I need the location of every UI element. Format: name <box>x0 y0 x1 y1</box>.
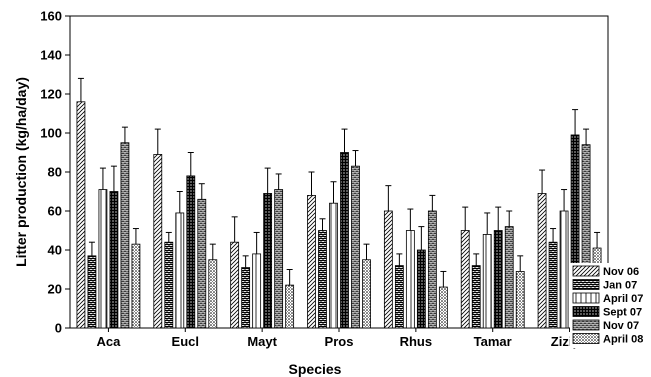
bar-aca-nov-07 <box>120 142 130 329</box>
legend-label: Nov 06 <box>603 266 639 278</box>
bar-rhus-jan-07 <box>394 265 404 329</box>
y-tick-label: 0 <box>55 321 62 336</box>
y-tick-label: 20 <box>48 282 62 297</box>
plot-area <box>69 15 609 329</box>
bar-rhus-april-07 <box>405 230 415 329</box>
bar-pros-april-07 <box>329 202 338 329</box>
bar-aca-april-08 <box>131 243 141 329</box>
legend-swatch <box>572 292 600 304</box>
bar-rhus-sept-07 <box>416 249 426 329</box>
x-tick-label: Tamar <box>474 334 512 349</box>
legend-label: Nov 07 <box>603 320 639 332</box>
y-axis: 0 20 40 60 80 100 120 140 160 <box>40 9 70 336</box>
legend-label: April 07 <box>603 293 643 305</box>
bar-pros-nov-06 <box>307 194 316 329</box>
y-tick-label: 40 <box>48 243 62 258</box>
legend-label: April 08 <box>603 334 643 346</box>
bar-tamar-nov-07 <box>504 226 514 329</box>
bar-ziziph-april-07 <box>559 210 569 329</box>
bar-eucl-april-07 <box>175 212 185 329</box>
legend-label: Sept 07 <box>603 307 642 319</box>
bar-pros-nov-07 <box>351 165 360 329</box>
bar-ziziph-jan-07 <box>548 241 558 329</box>
bar-rhus-nov-06 <box>383 210 393 329</box>
bar-eucl-sept-07 <box>186 175 196 329</box>
bar-tamar-nov-06 <box>460 230 470 329</box>
legend-swatch <box>572 265 600 277</box>
bar-mayt-sept-07 <box>263 193 273 329</box>
y-tick-label: 120 <box>40 87 62 102</box>
bar-eucl-jan-07 <box>164 241 174 329</box>
bar-pros-april-08 <box>362 259 371 329</box>
bar-tamar-april-08 <box>515 271 525 329</box>
legend-swatch <box>572 279 600 290</box>
bar-rhus-april-08 <box>438 286 448 329</box>
bar-tamar-jan-07 <box>471 265 481 329</box>
y-tick-label: 100 <box>40 126 62 141</box>
bar-mayt-april-08 <box>285 284 295 329</box>
bar-eucl-nov-06 <box>153 154 163 329</box>
legend-label: Jan 07 <box>603 280 637 292</box>
bar-eucl-nov-07 <box>197 198 207 329</box>
y-tick-label: 160 <box>40 9 62 24</box>
legend-swatch <box>572 319 600 331</box>
x-tick-label: Eucl <box>172 334 199 349</box>
y-tick-label: 80 <box>48 165 62 180</box>
legend-swatch <box>572 306 600 317</box>
bar-ziziph-nov-06 <box>537 193 547 329</box>
x-tick-label: Pros <box>325 334 354 349</box>
bar-aca-sept-07 <box>109 191 119 329</box>
error-bars-group <box>77 77 601 288</box>
y-tick-label: 140 <box>40 48 62 63</box>
bar-pros-jan-07 <box>318 230 327 329</box>
bar-aca-jan-07 <box>87 255 97 329</box>
x-axis: Aca Eucl Mayt Pros Rhus Tamar Ziziph <box>96 328 588 349</box>
bar-aca-april-07 <box>98 189 108 329</box>
y-tick-label: 60 <box>48 204 62 219</box>
bar-rhus-nov-07 <box>427 210 437 329</box>
legend-swatch <box>572 333 600 344</box>
bar-pros-sept-07 <box>340 152 349 329</box>
bar-mayt-april-07 <box>252 253 262 329</box>
x-tick-label: Aca <box>96 334 121 349</box>
x-tick-label: Mayt <box>247 334 277 349</box>
bar-tamar-sept-07 <box>493 230 503 329</box>
bar-mayt-jan-07 <box>241 267 251 329</box>
bars-group <box>76 101 602 329</box>
x-tick-label: Rhus <box>400 334 433 349</box>
bar-tamar-april-07 <box>482 233 492 329</box>
x-axis-title: Species <box>289 361 342 377</box>
bar-eucl-april-08 <box>208 259 218 329</box>
bar-aca-nov-06 <box>76 101 86 329</box>
bar-mayt-nov-06 <box>230 241 240 329</box>
y-axis-title: Litter production (kg/ha/day) <box>13 77 29 267</box>
bar-mayt-nov-07 <box>274 189 284 329</box>
